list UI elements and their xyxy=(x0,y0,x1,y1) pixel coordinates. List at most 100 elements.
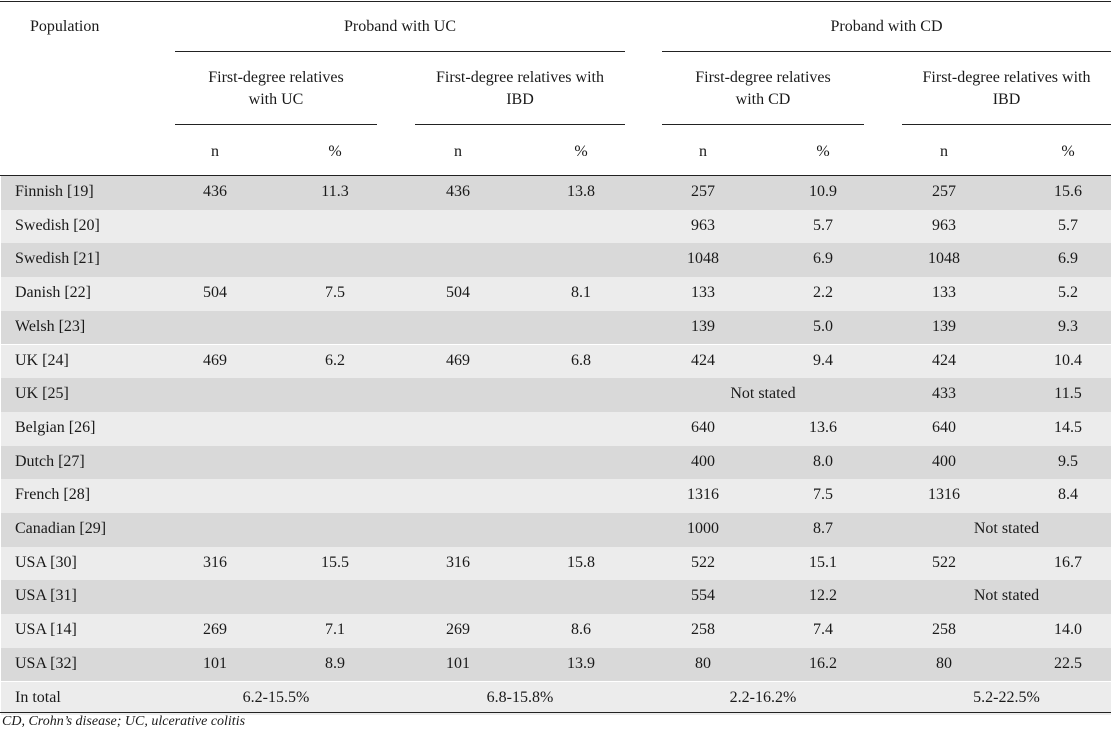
cd-pct-cell: 9.4 xyxy=(813,351,833,369)
cdibd-pct-cell: 5.7 xyxy=(1058,216,1078,234)
population-cell: Canadian [29] xyxy=(15,520,107,537)
cdibd-n-cell: 139 xyxy=(932,317,956,335)
cdibd-pct-cell: 14.0 xyxy=(1054,621,1082,639)
ucibd-n-cell: 269 xyxy=(446,621,470,639)
cd-n-cell: 133 xyxy=(691,284,715,302)
population-cell: USA [31] xyxy=(15,587,77,605)
cd-pct-cell: 12.2 xyxy=(809,587,837,605)
cdibd-n-cell: 1048 xyxy=(928,250,960,268)
ucibd-pct-cell: 8.6 xyxy=(571,621,591,639)
subgroup-rule-uc xyxy=(175,124,377,125)
total-uc-range: 6.2-15.5% xyxy=(242,688,310,706)
subheader-cd-line2: with CD xyxy=(735,91,791,108)
ucibd-pct-cell: 8.1 xyxy=(571,284,591,302)
population-cell: Welsh [23] xyxy=(15,317,86,335)
cdibd-pct-cell: 22.5 xyxy=(1054,654,1082,672)
uc-pct-cell: 6.2 xyxy=(325,351,345,369)
cdibd-n-cell: 257 xyxy=(932,183,956,200)
ucibd-pct-cell: 15.8 xyxy=(567,553,595,571)
header-pct: % xyxy=(1061,143,1075,160)
uc-n-cell: 436 xyxy=(203,183,227,200)
header-proband-uc: Proband with UC xyxy=(344,18,456,35)
header-n: n xyxy=(454,143,462,160)
uc-pct-cell: 11.3 xyxy=(321,183,349,200)
cd-pct-cell: 8.0 xyxy=(813,452,833,470)
table-row xyxy=(1,580,1111,615)
cdibd-n-cell: 400 xyxy=(932,452,956,470)
table-row xyxy=(1,411,1111,446)
ucibd-pct-cell: 6.8 xyxy=(571,351,591,369)
cd-pct-cell: 15.1 xyxy=(809,553,837,571)
header-pct: % xyxy=(816,143,830,160)
cd-pct-cell: 2.2 xyxy=(813,284,833,302)
table-row xyxy=(1,277,1111,311)
group-rule-cd xyxy=(662,51,1111,52)
cdibd-pct-cell: 8.4 xyxy=(1058,486,1078,504)
uc-pct-cell: 7.1 xyxy=(325,621,345,639)
header-proband-cd: Proband with CD xyxy=(830,18,943,35)
cdibd-n-cell: 522 xyxy=(932,553,956,571)
cd-n-cell: 1048 xyxy=(687,250,719,268)
bottom-rule xyxy=(0,712,1111,713)
cdibd-n-cell: 424 xyxy=(932,351,956,369)
cdibd-pct-cell: 9.3 xyxy=(1058,317,1078,335)
cd-pct-cell: 16.2 xyxy=(809,654,837,672)
total-cd-range: 2.2-16.2% xyxy=(729,688,797,706)
table-row xyxy=(1,378,1111,412)
cd-pct-cell: 8.7 xyxy=(813,520,833,537)
header-bottom-rule xyxy=(0,175,1111,176)
population-cell: Swedish [20] xyxy=(15,216,100,234)
cdibd-pct-cell: 16.7 xyxy=(1054,553,1082,571)
ucibd-pct-cell: 13.9 xyxy=(567,654,595,672)
cdibd-pct-cell: 5.2 xyxy=(1058,284,1078,302)
cd-n-cell: 640 xyxy=(691,418,715,436)
population-cell: USA [30] xyxy=(15,553,77,571)
cd-pct-cell: 7.4 xyxy=(813,621,833,639)
uc-n-cell: 316 xyxy=(203,553,227,571)
subheader-uc-line2: with UC xyxy=(248,91,304,108)
ucibd-n-cell: 436 xyxy=(446,183,470,200)
uc-pct-cell: 15.5 xyxy=(321,553,349,571)
ucibd-n-cell: 504 xyxy=(446,284,470,302)
cdibd-pct-cell: 9.5 xyxy=(1058,452,1078,470)
cd-pct-cell: 7.5 xyxy=(813,486,833,504)
subheader-ucibd-line2: IBD xyxy=(506,91,534,108)
footnote: CD, Crohn’s disease; UC, ulcerative coli… xyxy=(2,714,246,729)
ucibd-pct-cell: 13.8 xyxy=(567,183,595,200)
cd-pct-cell: 5.7 xyxy=(813,216,833,234)
population-cell: Danish [22] xyxy=(15,284,91,302)
population-cell: UK [25] xyxy=(15,385,69,403)
population-cell: Belgian [26] xyxy=(15,418,96,436)
cdibd-n-cell: 80 xyxy=(936,654,952,672)
uc-n-cell: 504 xyxy=(203,284,227,302)
population-cell: UK [24] xyxy=(15,351,69,369)
cdibd-n-cell: 258 xyxy=(932,621,956,639)
group-rule-uc xyxy=(175,51,625,52)
table-row xyxy=(1,310,1111,345)
subheader-cdibd-line1: First-degree relatives with xyxy=(922,69,1091,86)
table-row xyxy=(1,546,1111,581)
cdibd-pct-cell: 10.4 xyxy=(1054,351,1082,369)
header-n: n xyxy=(211,143,219,160)
uc-pct-cell: 8.9 xyxy=(325,654,345,672)
ucibd-n-cell: 316 xyxy=(446,553,470,571)
cd-n-cell: 963 xyxy=(691,216,715,234)
total-ucibd-range: 6.8-15.8% xyxy=(486,688,554,706)
total-cdibd-range: 5.2-22.5% xyxy=(973,688,1040,706)
cd-n-cell: 424 xyxy=(691,351,715,369)
subheader-cdibd-line2: IBD xyxy=(992,91,1021,108)
header-pct: % xyxy=(328,143,342,160)
cd-pct-cell: 13.6 xyxy=(809,418,837,436)
table-row xyxy=(1,176,1111,210)
population-cell: Finnish [19] xyxy=(15,183,94,200)
cd-n-cell: 80 xyxy=(695,654,711,672)
cd-pct-cell: 10.9 xyxy=(809,183,837,200)
cdibd-n-cell: 133 xyxy=(932,284,956,302)
cd-n-cell: 554 xyxy=(691,587,715,605)
table-row xyxy=(1,513,1111,547)
cd-n-cell: 258 xyxy=(691,621,715,639)
cd-n-cell: 1316 xyxy=(687,486,719,504)
cd-pct-cell: 5.0 xyxy=(813,317,833,335)
table-row xyxy=(1,344,1111,379)
population-cell: Dutch [27] xyxy=(15,452,85,470)
